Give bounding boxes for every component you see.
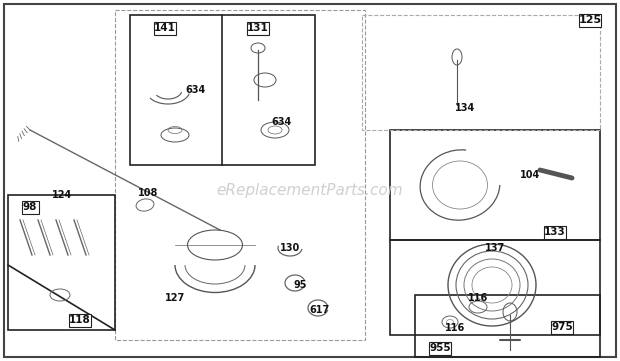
Text: 98: 98 <box>23 202 37 212</box>
Text: 125: 125 <box>578 15 601 25</box>
Text: 116: 116 <box>445 323 465 333</box>
Text: 134: 134 <box>455 103 475 113</box>
Bar <box>578 13 601 26</box>
Text: 634: 634 <box>185 85 205 95</box>
Bar <box>8 195 115 330</box>
Text: 118: 118 <box>69 315 91 325</box>
Bar <box>130 15 315 165</box>
Text: 975: 975 <box>551 322 573 332</box>
Text: 130: 130 <box>280 243 300 253</box>
Bar <box>154 22 176 35</box>
Text: 634: 634 <box>272 117 292 127</box>
Text: 617: 617 <box>310 305 330 315</box>
Text: 137: 137 <box>485 243 505 253</box>
Bar <box>415 295 600 357</box>
Bar <box>115 10 365 340</box>
Bar <box>390 240 600 335</box>
Bar <box>390 130 600 240</box>
Text: 141: 141 <box>154 23 176 33</box>
Text: 104: 104 <box>520 170 540 180</box>
Text: 127: 127 <box>165 293 185 303</box>
Text: 116: 116 <box>468 293 488 303</box>
Bar <box>247 22 269 35</box>
Text: 95: 95 <box>293 280 307 290</box>
Bar <box>22 200 38 213</box>
Bar <box>429 342 451 355</box>
Text: 133: 133 <box>544 227 566 237</box>
Text: eReplacementParts.com: eReplacementParts.com <box>216 183 404 198</box>
Bar <box>544 226 566 239</box>
Bar <box>362 15 600 130</box>
Text: 124: 124 <box>52 190 72 200</box>
Bar <box>551 321 574 334</box>
Text: 108: 108 <box>138 188 158 198</box>
Text: 131: 131 <box>247 23 269 33</box>
Bar <box>69 313 91 326</box>
Text: 955: 955 <box>429 343 451 353</box>
